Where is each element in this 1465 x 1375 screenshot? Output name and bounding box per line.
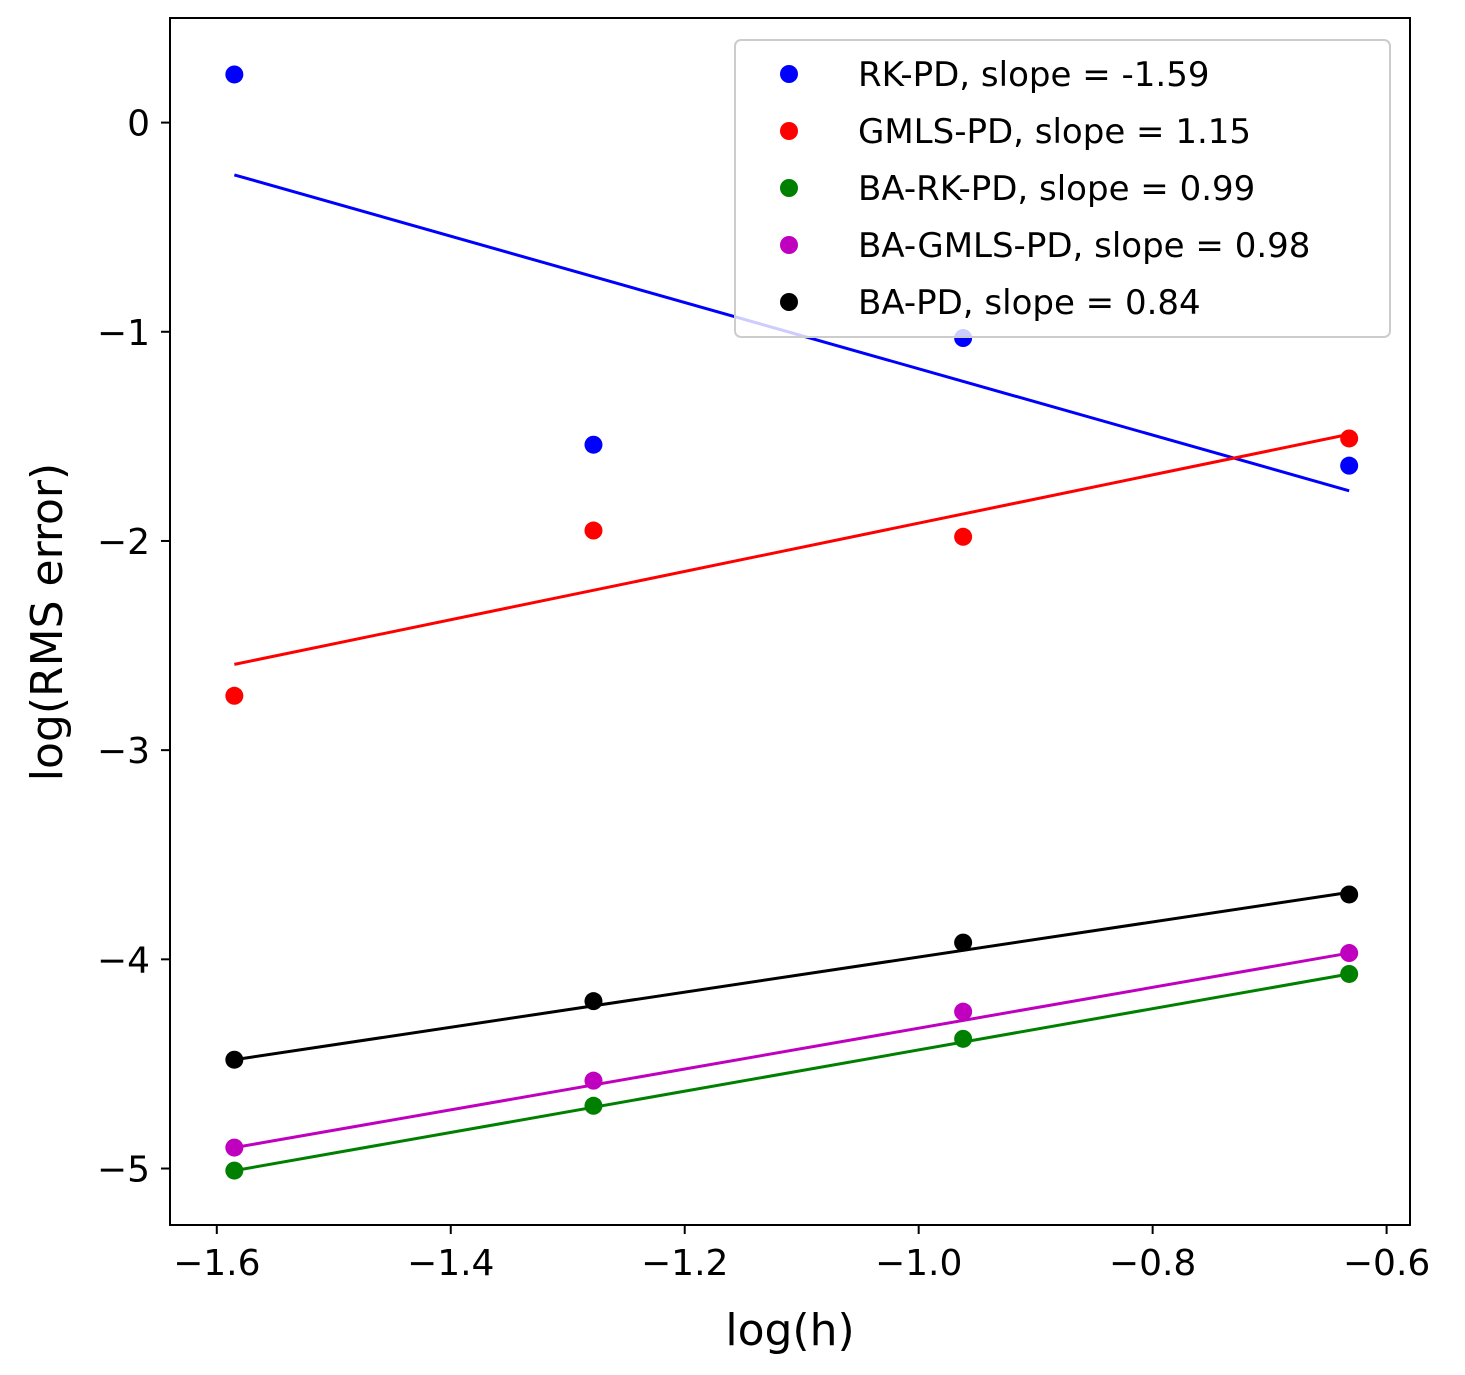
legend: RK-PD, slope = -1.59 GMLS-PD, slope = 1.1… [734,39,1391,338]
point-rk-pd [584,435,603,454]
y-tick-label: 0 [127,104,150,145]
fit-line-ba-rk-pd [234,972,1350,1173]
x-tick-label: −0.6 [1343,1243,1430,1284]
point-gmls-pd [584,521,603,540]
legend-label-ba-rk-pd: BA-RK-PD, slope = 0.99 [858,169,1255,209]
legend-marker-ba-rk-pd [780,179,798,197]
point-ba-rk-pd [225,1161,244,1180]
point-gmls-pd [225,686,244,705]
point-gmls-pd [1340,429,1359,448]
legend-marker-gmls-pd [780,122,798,140]
point-ba-rk-pd [1340,964,1359,983]
y-axis-label: log(RMS error) [22,463,73,781]
point-ba-pd [954,933,973,952]
legend-marker-rk-pd [780,65,798,83]
data-points [225,65,1359,1180]
plot-frame [169,17,1411,1226]
x-tick-label: −1.2 [641,1243,728,1284]
y-axis: 0 −1 −2 −3 −4 −5 [97,104,170,1191]
legend-marker-ba-gmls-pd [780,236,798,254]
x-axis-label: log(h) [725,1305,854,1356]
legend-marker-ba-pd [780,293,798,311]
y-tick-label: −4 [97,940,150,981]
point-ba-gmls-pd [954,1002,973,1021]
legend-label-rk-pd: RK-PD, slope = -1.59 [858,55,1209,95]
point-ba-pd [584,992,603,1011]
point-ba-rk-pd [584,1096,603,1115]
legend-label-gmls-pd: GMLS-PD, slope = 1.15 [858,112,1251,152]
point-ba-pd [1340,885,1359,904]
y-tick-label: −1 [97,313,150,354]
point-ba-gmls-pd [225,1138,244,1157]
x-tick-label: −0.8 [1109,1243,1196,1284]
point-ba-gmls-pd [584,1071,603,1090]
legend-label-ba-pd: BA-PD, slope = 0.84 [858,283,1201,323]
x-tick-label: −1.6 [173,1243,260,1284]
x-axis: −1.6 −1.4 −1.2 −1.0 −0.8 −0.6 [173,1225,1430,1284]
y-tick-label: −3 [97,731,150,772]
fit-line-gmls-pd [234,432,1350,666]
legend-box [734,39,1391,338]
legend-label-ba-gmls-pd: BA-GMLS-PD, slope = 0.98 [858,226,1310,266]
fit-line-ba-gmls-pd [234,951,1350,1150]
point-ba-rk-pd [954,1029,973,1048]
y-tick-label: −2 [97,522,150,563]
point-gmls-pd [954,527,973,546]
point-ba-pd [225,1050,244,1069]
point-rk-pd [1340,456,1359,475]
fit-line-ba-pd [234,890,1350,1062]
y-tick-label: −5 [97,1150,150,1191]
point-ba-gmls-pd [1340,944,1359,963]
point-rk-pd [225,65,244,84]
x-tick-label: −1.4 [407,1243,494,1284]
x-tick-label: −1.0 [875,1243,962,1284]
